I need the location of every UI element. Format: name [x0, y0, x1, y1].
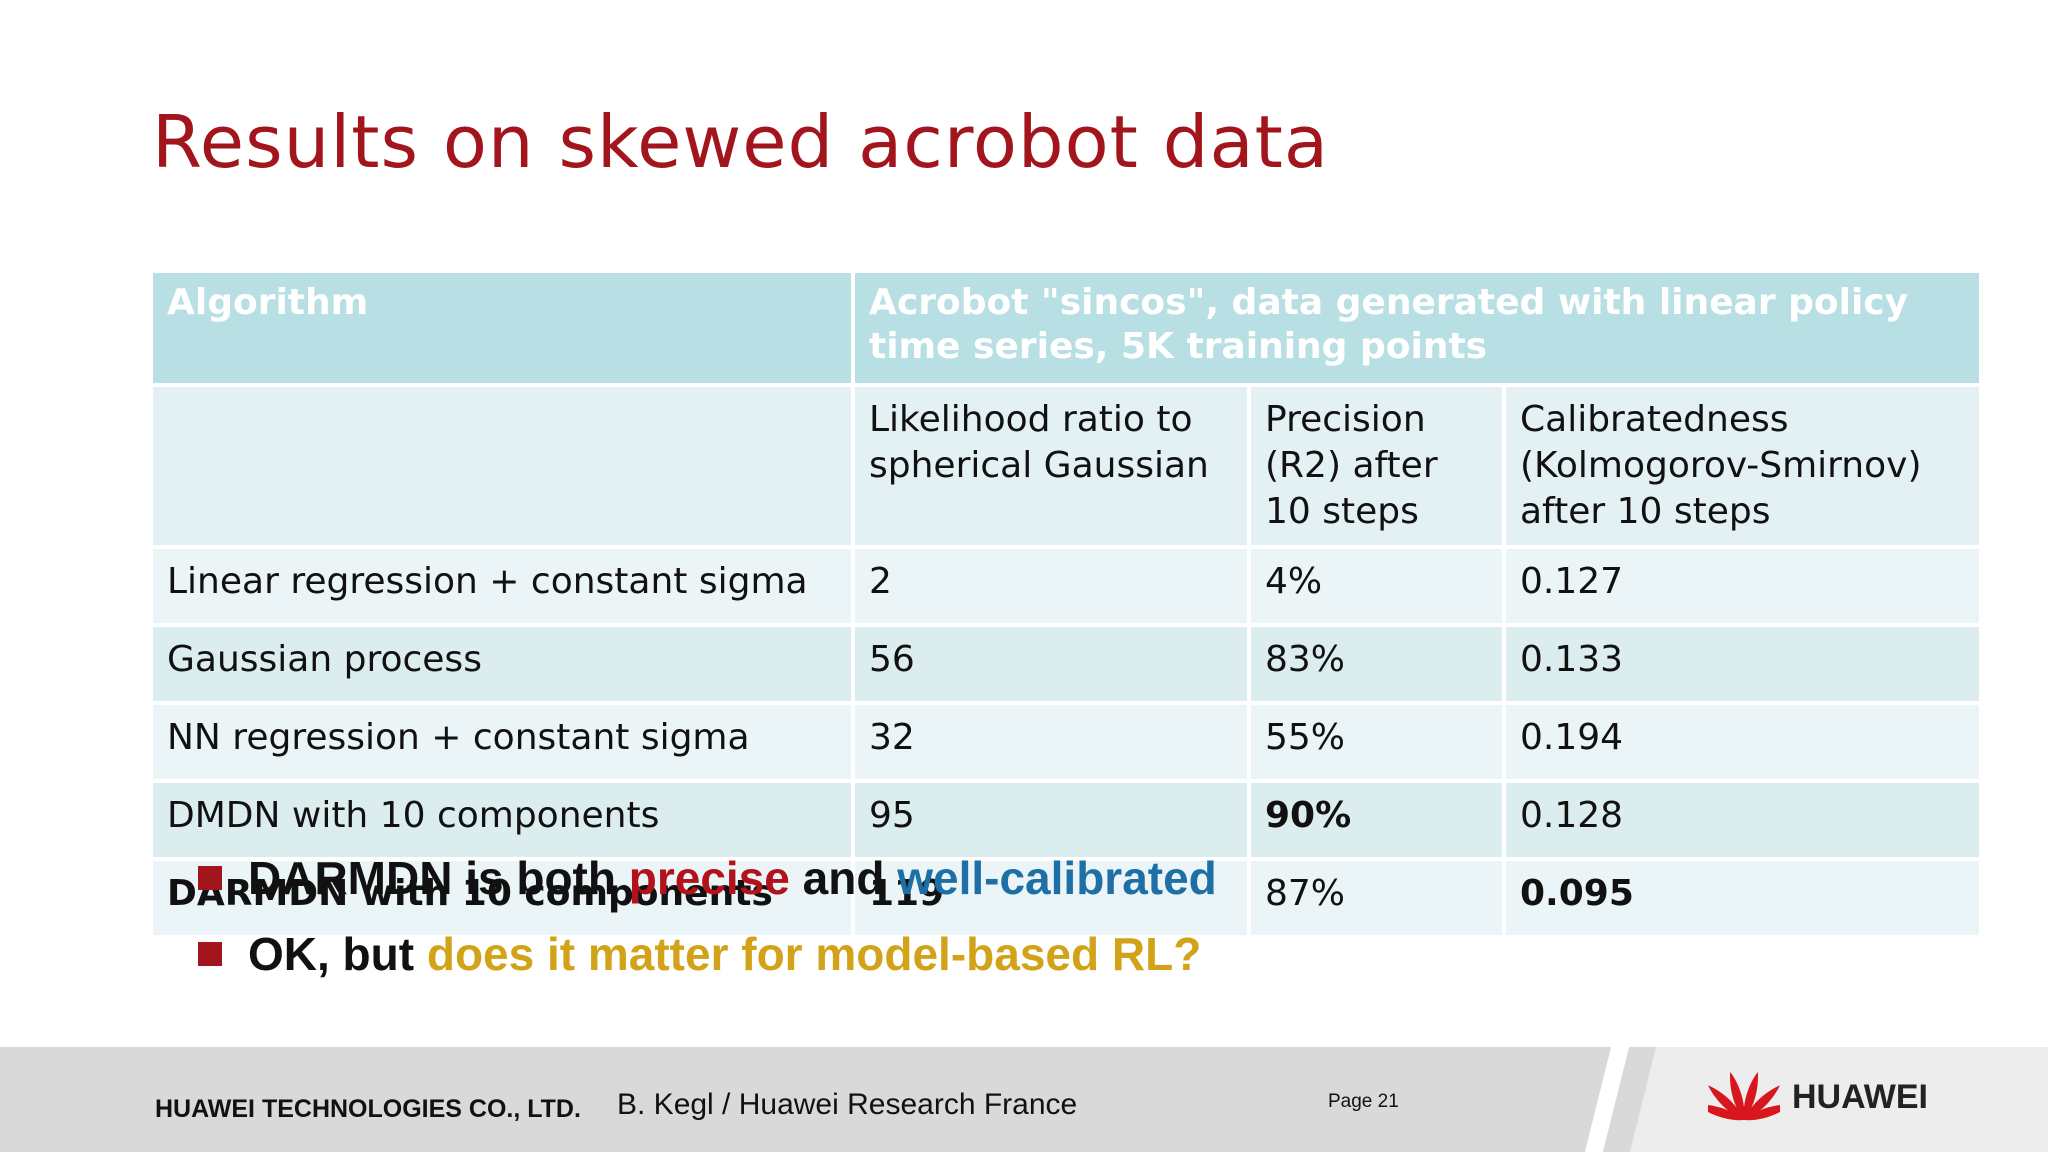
- table-row: Gaussian process 56 83% 0.133: [149, 623, 1984, 705]
- footer-author: B. Kegl / Huawei Research France: [617, 1088, 1078, 1121]
- highlight-well-calibrated: well-calibrated: [897, 852, 1217, 904]
- page-number: Page 21: [1328, 1091, 1399, 1112]
- header-group: Acrobot "sincos", data generated with li…: [850, 269, 1984, 387]
- table-header-row: Algorithm Acrobot "sincos", data generat…: [149, 269, 1984, 387]
- cell-likelihood-best: 119: [851, 857, 1251, 939]
- cell-likelihood: 56: [851, 623, 1251, 705]
- subheader-calibratedness: Calibratedness (Kolmogorov-Smirnov) afte…: [1501, 383, 1984, 549]
- cell-likelihood: 95: [851, 779, 1251, 861]
- table-row: DARMDN with 10 components 119 87% 0.095: [149, 857, 1984, 939]
- highlight-question: does it matter for model-based RL?: [426, 928, 1202, 980]
- footer-divider: [1584, 1047, 1630, 1152]
- cell-precision: 4%: [1247, 545, 1506, 627]
- cell-algorithm: Linear regression + constant sigma: [149, 545, 855, 627]
- huawei-petals-icon: [1708, 1071, 1780, 1121]
- cell-precision: 55%: [1247, 701, 1506, 783]
- cell-calibratedness: 0.194: [1501, 701, 1984, 783]
- subheader-precision: Precision (R2) after 10 steps: [1247, 383, 1506, 549]
- cell-calibratedness: 0.127: [1501, 545, 1984, 627]
- cell-calibratedness-best: 0.095: [1501, 857, 1984, 939]
- cell-precision: 87%: [1247, 857, 1506, 939]
- cell-calibratedness: 0.133: [1501, 623, 1984, 705]
- cell-likelihood: 2: [851, 545, 1251, 627]
- cell-precision-best: 90%: [1247, 779, 1506, 861]
- table-row: NN regression + constant sigma 32 55% 0.…: [149, 701, 1984, 783]
- table-row: Linear regression + constant sigma 2 4% …: [149, 545, 1984, 627]
- table-subheader-row: Likelihood ratio to spherical Gaussian P…: [149, 383, 1984, 549]
- huawei-logo: HUAWEI: [1708, 1068, 1928, 1126]
- bullet-text: DARMDN is both precise and well-calibrat…: [248, 852, 1217, 904]
- cell-algorithm: Gaussian process: [149, 623, 855, 705]
- cell-precision: 83%: [1247, 623, 1506, 705]
- bullet-square-icon: [198, 942, 222, 966]
- cell-calibratedness: 0.128: [1501, 779, 1984, 861]
- cell-algorithm-best: DARMDN with 10 components: [149, 857, 855, 939]
- footer-company: HUAWEI TECHNOLOGIES CO., LTD.: [155, 1095, 581, 1123]
- highlight-precise: precise: [628, 852, 790, 904]
- bullet-text: OK, but does it matter for model-based R…: [248, 928, 1202, 980]
- cell-algorithm: DMDN with 10 components: [149, 779, 855, 861]
- bullet-item: DARMDN is both precise and well-calibrat…: [198, 840, 1217, 916]
- logo-wordmark: HUAWEI: [1792, 1077, 1928, 1116]
- slide-footer: [0, 1047, 2048, 1152]
- bullet-list: DARMDN is both precise and well-calibrat…: [198, 840, 1217, 992]
- results-table: Algorithm Acrobot "sincos", data generat…: [149, 269, 1984, 939]
- cell-likelihood: 32: [851, 701, 1251, 783]
- bullet-item: OK, but does it matter for model-based R…: [198, 916, 1217, 992]
- table-row: DMDN with 10 components 95 90% 0.128: [149, 779, 1984, 861]
- cell-algorithm: NN regression + constant sigma: [149, 701, 855, 783]
- bullet-square-icon: [198, 866, 222, 890]
- header-algorithm: Algorithm: [149, 269, 855, 387]
- slide-title: Results on skewed acrobot data: [152, 100, 1329, 184]
- subheader-likelihood: Likelihood ratio to spherical Gaussian: [851, 383, 1251, 549]
- subheader-empty: [149, 383, 855, 549]
